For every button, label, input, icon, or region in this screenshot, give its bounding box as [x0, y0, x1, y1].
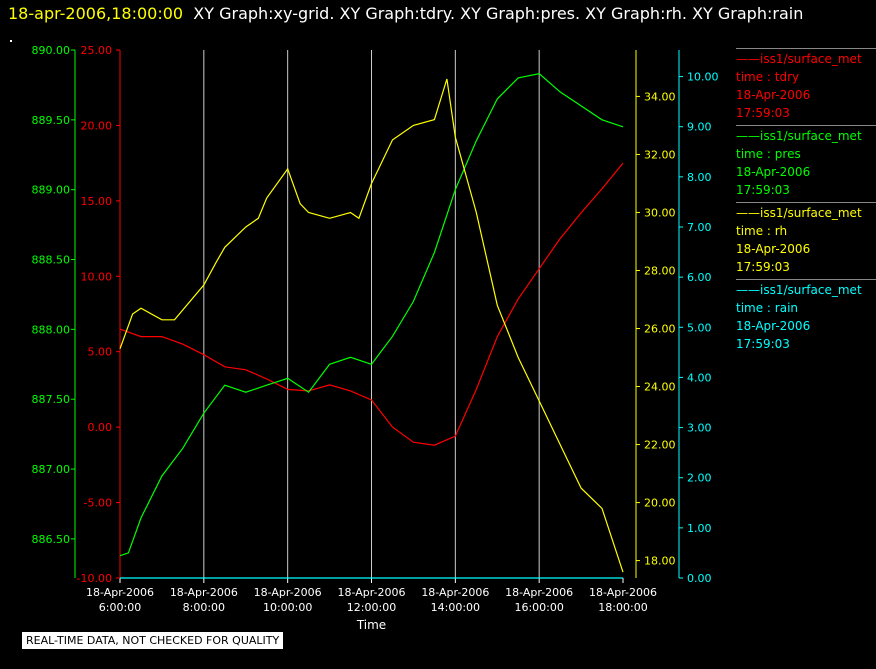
- pres-tick-label: 890.00: [32, 44, 71, 57]
- rain-tick-label: 3.00: [687, 422, 712, 435]
- rain-tick-label: 1.00: [687, 522, 712, 535]
- x-tick-date: 18-Apr-2006: [337, 586, 405, 599]
- rain-tick-label: 10.00: [687, 71, 719, 84]
- legend-var: time : rain: [736, 301, 799, 315]
- rh-tick-label: 18.00: [644, 555, 676, 568]
- title-bar: 18-apr-2006,18:00:00 XY Graph:xy-grid. X…: [8, 4, 803, 23]
- rain-tick-label: 5.00: [687, 321, 712, 334]
- tdry-tick-label: -10.00: [77, 572, 112, 585]
- pres-tick-label: 888.50: [32, 254, 71, 267]
- rh-tick-label: 32.00: [644, 148, 676, 161]
- tdry-tick-label: 0.00: [88, 421, 113, 434]
- x-tick-date: 18-Apr-2006: [170, 586, 238, 599]
- rain-tick-label: 0.00: [687, 572, 712, 585]
- x-tick-time: 10:00:00: [263, 601, 312, 614]
- rh-tick-label: 22.00: [644, 439, 676, 452]
- series-pres-line: [119, 73, 624, 557]
- pres-tick-label: 889.50: [32, 114, 71, 127]
- rain-tick-label: 9.00: [687, 121, 712, 134]
- legend-name: ——iss1/surface_met: [736, 129, 862, 143]
- x-tick-time: 6:00:00: [99, 601, 141, 614]
- legend-name: ——iss1/surface_met: [736, 206, 862, 220]
- legend-time: 17:59:03: [736, 260, 790, 274]
- tdry-tick-label: 15.00: [81, 195, 113, 208]
- x-tick-time: 12:00:00: [347, 601, 396, 614]
- status-dot: [10, 40, 12, 42]
- x-tick-date: 18-Apr-2006: [421, 586, 489, 599]
- legend-time: 17:59:03: [736, 337, 790, 351]
- rh-tick-label: 20.00: [644, 497, 676, 510]
- chart-legend: ——iss1/surface_met time : tdry 18-Apr-2006…: [736, 48, 876, 356]
- legend-name: ——iss1/surface_met: [736, 52, 862, 66]
- x-tick-time: 14:00:00: [431, 601, 480, 614]
- legend-time: 17:59:03: [736, 106, 790, 120]
- pres-tick-label: 887.00: [32, 463, 71, 476]
- pres-tick-label: 889.00: [32, 184, 71, 197]
- rain-tick-label: 6.00: [687, 271, 712, 284]
- pres-tick-label: 887.50: [32, 393, 71, 406]
- rh-tick-label: 28.00: [644, 264, 676, 277]
- x-axis-label: Time: [356, 618, 386, 632]
- tdry-tick-label: -5.00: [84, 497, 112, 510]
- pres-tick-label: 886.50: [32, 533, 71, 546]
- legend-date: 18-Apr-2006: [736, 88, 811, 102]
- legend-var: time : rh: [736, 224, 788, 238]
- tdry-tick-label: 5.00: [88, 346, 113, 359]
- pres-tick-label: 888.00: [32, 323, 71, 336]
- tdry-tick-label: 20.00: [81, 119, 113, 132]
- tdry-tick-label: 25.00: [81, 44, 113, 57]
- legend-date: 18-Apr-2006: [736, 242, 811, 256]
- x-tick-date: 18-Apr-2006: [505, 586, 573, 599]
- legend-name: ——iss1/surface_met: [736, 283, 862, 297]
- legend-time: 17:59:03: [736, 183, 790, 197]
- series-rh-line: [119, 78, 624, 573]
- rh-tick-label: 34.00: [644, 90, 676, 103]
- title-timestamp: 18-apr-2006,18:00:00: [8, 4, 184, 23]
- x-tick-time: 18:00:00: [598, 601, 647, 614]
- rh-tick-label: 24.00: [644, 381, 676, 394]
- series-tdry-line: [119, 162, 624, 446]
- legend-date: 18-Apr-2006: [736, 319, 811, 333]
- legend-var: time : pres: [736, 147, 801, 161]
- title-graph-list: XY Graph:xy-grid. XY Graph:tdry. XY Grap…: [193, 4, 804, 23]
- rh-tick-label: 26.00: [644, 323, 676, 336]
- x-tick-time: 16:00:00: [514, 601, 563, 614]
- x-tick-time: 8:00:00: [183, 601, 225, 614]
- quality-note: REAL-TIME DATA, NOT CHECKED FOR QUALITY: [21, 631, 285, 650]
- legend-var: time : tdry: [736, 70, 800, 84]
- rain-tick-label: 7.00: [687, 221, 712, 234]
- x-tick-date: 18-Apr-2006: [254, 586, 322, 599]
- legend-date: 18-Apr-2006: [736, 165, 811, 179]
- x-tick-date: 18-Apr-2006: [86, 586, 154, 599]
- x-tick-date: 18-Apr-2006: [589, 586, 657, 599]
- rh-tick-label: 30.00: [644, 206, 676, 219]
- tdry-tick-label: 10.00: [81, 270, 113, 283]
- rain-tick-label: 8.00: [687, 171, 712, 184]
- rain-tick-label: 2.00: [687, 472, 712, 485]
- rain-tick-label: 4.00: [687, 371, 712, 384]
